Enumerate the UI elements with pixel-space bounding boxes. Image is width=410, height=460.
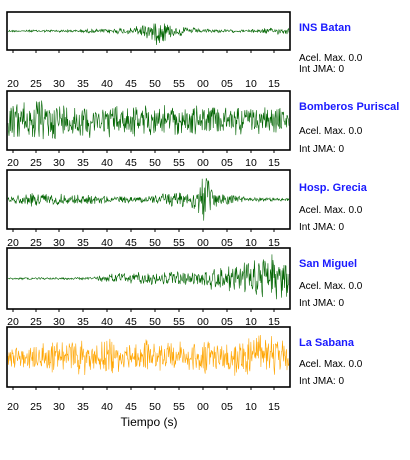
panel-frame-1 xyxy=(6,90,291,151)
accel-info-4: Acel. Max. 0.0 xyxy=(299,359,363,370)
x-tick-label-4-1: 25 xyxy=(30,401,42,413)
x-tick-label-4-3: 35 xyxy=(77,401,89,413)
waveform-trace-2 xyxy=(7,178,290,221)
x-tick-label-2-11: 15 xyxy=(268,237,280,249)
x-tick-label-4-9: 05 xyxy=(221,401,233,413)
x-tick-label-1-3: 35 xyxy=(77,157,89,169)
panel-4: 20 25 30 35 40 45 50 55 00 05 10 15 xyxy=(6,326,291,413)
x-tick-label-1-8: 00 xyxy=(197,157,209,169)
x-tick-label-3-2: 30 xyxy=(53,316,65,328)
x-tick-label-3-11: 15 xyxy=(268,316,280,328)
x-tick-label-2-1: 25 xyxy=(30,237,42,249)
accel-info-3: Acel. Max. 0.0 xyxy=(299,281,363,292)
x-tick-label-0-6: 50 xyxy=(149,78,161,90)
x-tick-label-2-9: 05 xyxy=(221,237,233,249)
x-tick-label-0-10: 10 xyxy=(245,78,257,90)
x-tick-label-4-0: 20 xyxy=(7,401,19,413)
x-tick-label-4-4: 40 xyxy=(101,401,113,413)
x-tick-label-0-7: 55 xyxy=(173,78,185,90)
x-tick-label-1-0: 20 xyxy=(7,157,19,169)
waveform-trace-3 xyxy=(7,254,290,300)
x-tick-label-3-10: 10 xyxy=(245,316,257,328)
panel-2: 20 25 30 35 40 45 50 55 00 05 10 15 xyxy=(6,169,291,249)
x-tick-label-0-0: 20 xyxy=(7,78,19,90)
accel-info-1: Acel. Max. 0.0 xyxy=(299,126,363,137)
panel-0: 20 25 30 35 40 45 50 55 00 05 10 15 xyxy=(6,11,291,90)
panel-frame-0 xyxy=(6,11,291,51)
panel-3: 20 25 30 35 40 45 50 55 00 05 10 15 xyxy=(6,247,291,328)
station-name-1: Bomberos Puriscal xyxy=(299,101,400,113)
panel-1: 20 25 30 35 40 45 50 55 00 05 10 15 xyxy=(6,90,291,169)
x-tick-label-0-5: 45 xyxy=(125,78,137,90)
station-name-3: San Miguel xyxy=(299,258,358,270)
x-tick-label-4-10: 10 xyxy=(245,401,257,413)
x-tick-label-4-2: 30 xyxy=(53,401,65,413)
x-tick-label-3-1: 25 xyxy=(30,316,42,328)
x-tick-label-0-9: 05 xyxy=(221,78,233,90)
waveform-trace-0 xyxy=(7,23,290,46)
x-tick-label-2-4: 40 xyxy=(101,237,113,249)
x-tick-label-4-8: 00 xyxy=(197,401,209,413)
x-tick-label-4-5: 45 xyxy=(125,401,137,413)
waveform-trace-1 xyxy=(7,100,290,140)
waveform-trace-4 xyxy=(7,334,290,376)
int-info-0: Int JMA: 0 xyxy=(299,64,345,75)
x-tick-label-2-10: 10 xyxy=(245,237,257,249)
x-tick-label-2-3: 35 xyxy=(77,237,89,249)
panel-frame-2 xyxy=(6,169,291,230)
x-tick-label-3-5: 45 xyxy=(125,316,137,328)
x-tick-label-1-2: 30 xyxy=(53,157,65,169)
x-tick-label-1-5: 45 xyxy=(125,157,137,169)
int-info-3: Int JMA: 0 xyxy=(299,298,345,309)
x-tick-label-2-6: 50 xyxy=(149,237,161,249)
panel-frame-3 xyxy=(6,247,291,310)
x-tick-label-0-11: 15 xyxy=(268,78,280,90)
x-tick-label-3-0: 20 xyxy=(7,316,19,328)
x-tick-label-1-7: 55 xyxy=(173,157,185,169)
station-name-4: La Sabana xyxy=(299,337,355,349)
x-tick-label-0-2: 30 xyxy=(53,78,65,90)
x-tick-label-1-9: 05 xyxy=(221,157,233,169)
x-tick-label-4-6: 50 xyxy=(149,401,161,413)
x-tick-label-1-4: 40 xyxy=(101,157,113,169)
panel-frame-4 xyxy=(6,326,291,388)
x-tick-label-3-6: 50 xyxy=(149,316,161,328)
x-tick-label-1-6: 50 xyxy=(149,157,161,169)
station-name-2: Hosp. Grecia xyxy=(299,182,367,194)
x-tick-label-1-11: 15 xyxy=(268,157,280,169)
x-tick-label-3-7: 55 xyxy=(173,316,185,328)
x-tick-label-3-9: 05 xyxy=(221,316,233,328)
x-tick-label-4-7: 55 xyxy=(173,401,185,413)
x-tick-label-2-0: 20 xyxy=(7,237,19,249)
x-tick-label-1-1: 25 xyxy=(30,157,42,169)
x-tick-label-3-4: 40 xyxy=(101,316,113,328)
accel-info-2: Acel. Max. 0.0 xyxy=(299,205,363,216)
x-tick-label-2-2: 30 xyxy=(53,237,65,249)
station-name-0: INS Batan xyxy=(299,22,351,34)
x-tick-label-3-8: 00 xyxy=(197,316,209,328)
x-tick-label-2-7: 55 xyxy=(173,237,185,249)
int-info-4: Int JMA: 0 xyxy=(299,376,345,387)
x-tick-label-2-5: 45 xyxy=(125,237,137,249)
x-tick-label-0-4: 40 xyxy=(101,78,113,90)
x-tick-label-4-11: 15 xyxy=(268,401,280,413)
x-tick-label-1-10: 10 xyxy=(245,157,257,169)
x-tick-label-0-1: 25 xyxy=(30,78,42,90)
accel-info-0: Acel. Max. 0.0 xyxy=(299,53,363,64)
x-tick-label-2-8: 00 xyxy=(197,237,209,249)
x-tick-label-0-3: 35 xyxy=(77,78,89,90)
x-tick-label-3-3: 35 xyxy=(77,316,89,328)
int-info-2: Int JMA: 0 xyxy=(299,222,345,233)
x-axis-label: Tiempo (s) xyxy=(120,415,178,429)
int-info-1: Int JMA: 0 xyxy=(299,144,345,155)
x-tick-label-0-8: 00 xyxy=(197,78,209,90)
